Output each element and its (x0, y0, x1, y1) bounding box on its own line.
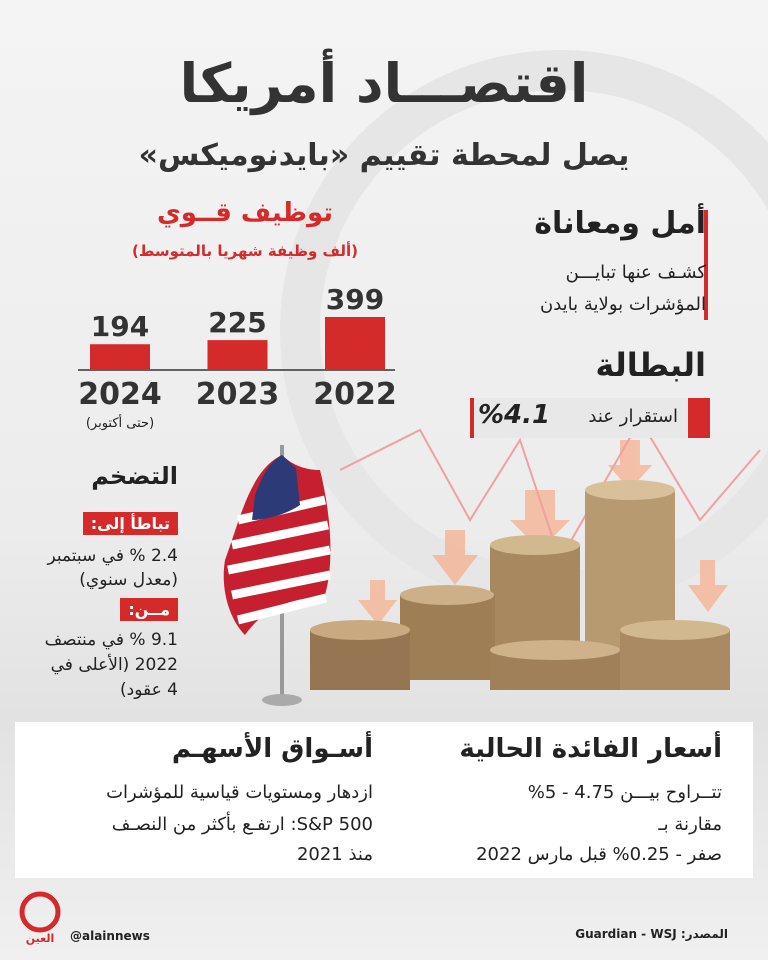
logo-mark (19, 891, 61, 933)
chart-annotation: (حتى أكتوبر) (85, 416, 155, 431)
inflation-from-label: مــن: (120, 598, 178, 621)
rates-line: صفر - 0.25% قبل مارس 2022 (476, 844, 722, 865)
unemployment-label: استقرار عند (588, 406, 678, 427)
flag (223, 445, 331, 706)
hope-line: كشـف عنها تبايـــن (565, 262, 706, 283)
title: اقتصـــاد أمريكا (179, 52, 589, 115)
unemployment-title: البطالة (595, 346, 706, 384)
info-panel (15, 722, 753, 878)
chart-title: توظيف قــوي (156, 198, 334, 228)
bar (90, 344, 150, 370)
rates-line: تتــراوح بيـــن 4.75 - 5% (527, 782, 722, 803)
hope-accent (704, 210, 708, 320)
hope-title: أمل ومعاناة (534, 206, 706, 241)
hope-line: المؤشرات بولاية بايدن (540, 294, 706, 315)
inflation-line: (معدل سنوي) (79, 570, 178, 590)
coins (310, 480, 730, 690)
stocks-line: S&P 500: ارتفـع بأكثر من النصـف (111, 814, 373, 835)
rates-line: مقارنة بـ (658, 814, 722, 835)
inflation-slowed-label: تباطأ إلى: (82, 512, 178, 535)
bar (207, 340, 268, 370)
unemployment-box (470, 398, 710, 438)
stocks-title: أسـواق الأسهـم (171, 734, 373, 764)
unemployment-accent (470, 398, 474, 438)
rates-title: أسعار الفائدة الحالية (459, 734, 722, 764)
x-tick-label: 2023 (196, 377, 280, 412)
bar (325, 317, 385, 370)
chart-subtitle: (ألف وظيفة شهريا بالمتوسط) (131, 242, 359, 260)
stocks-line: ازدهار ومستويات قياسية للمؤشرات (106, 782, 373, 803)
unemployment-value: %4.1 (478, 400, 551, 430)
arrows (358, 440, 728, 625)
inflation-line: 2.4 % في سبتمبر (47, 546, 178, 566)
inflation-line: 9.1 % في منتصف (44, 630, 178, 650)
x-tick-label: 2022 (313, 377, 397, 412)
subtitle: يصل لمحطة تقييم «بايدنوميكس» (138, 138, 630, 173)
value-label: 225 (208, 306, 266, 339)
value-label: 194 (91, 310, 149, 343)
x-tick-label: 2024 (78, 377, 162, 412)
inflation-line: 4 عقود) (120, 680, 178, 700)
handle: @alainnews (70, 929, 150, 943)
stocks-line: منذ 2021 (296, 844, 373, 865)
inflation-title: التضخم (91, 462, 178, 490)
inflation-line: 2022 (الأعلى في (50, 655, 178, 675)
trend-line (339, 418, 761, 563)
logo-text: العين (25, 932, 55, 945)
unemployment-accent (688, 398, 710, 438)
source: المصدر: Guardian - WSJ (575, 927, 728, 941)
value-label: 399 (326, 283, 384, 316)
